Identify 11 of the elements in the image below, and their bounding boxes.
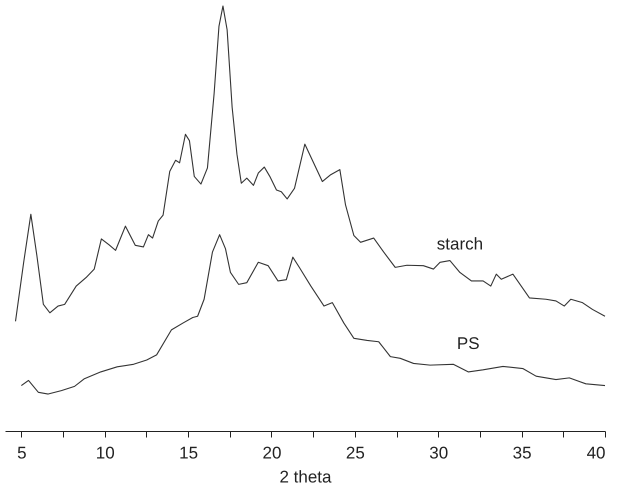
x-tick-label: 40 bbox=[586, 444, 606, 462]
x-axis-title: 2 theta bbox=[280, 468, 332, 486]
x-tick-label: 20 bbox=[262, 444, 282, 462]
x-tick-label: 30 bbox=[429, 444, 448, 462]
x-tick-label: 35 bbox=[512, 444, 532, 462]
x-tick-label: 25 bbox=[346, 444, 365, 462]
x-tick-label: 10 bbox=[96, 444, 115, 462]
series-label: PS bbox=[456, 334, 480, 353]
x-tick-label: 15 bbox=[179, 444, 198, 462]
x-tick-label: 5 bbox=[17, 444, 27, 462]
series-label: starch bbox=[436, 234, 484, 254]
